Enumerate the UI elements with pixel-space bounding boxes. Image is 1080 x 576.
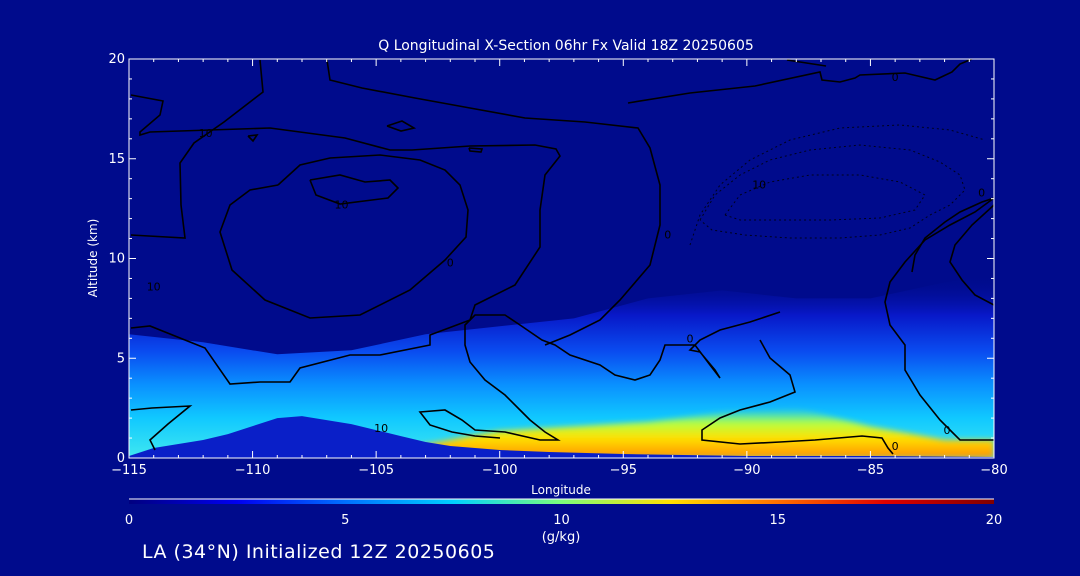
- contour-label: 10: [199, 127, 213, 140]
- dotted-contour: [689, 124, 986, 246]
- contour-line: [130, 405, 193, 451]
- contour-label: 0: [664, 229, 671, 242]
- colorbar: [129, 499, 994, 504]
- contour-labels: 10 10 10 0 0 0 10 0 0 10 0 0: [147, 71, 985, 453]
- x-tick-label: −95: [610, 463, 637, 478]
- contour-line: [949, 204, 994, 306]
- contour-label: 10: [147, 280, 161, 293]
- colorbar-ticks: 0 5 10 15 20: [125, 513, 1002, 528]
- terrain: [129, 416, 994, 458]
- footer-caption: LA (34°N) Initialized 12Z 20250605: [142, 541, 496, 563]
- colorbar-tick-label: 5: [341, 513, 349, 528]
- contour-line: [468, 147, 484, 153]
- x-axis-label: Longitude: [531, 483, 591, 497]
- contour-label: 0: [892, 440, 899, 453]
- y-tick-label: 0: [117, 451, 125, 466]
- colorbar-tick-label: 10: [553, 513, 570, 528]
- y-tick-label: 5: [117, 351, 125, 366]
- contour-line: [130, 94, 561, 385]
- contour-label: 10: [374, 422, 388, 435]
- contour-line: [386, 120, 417, 132]
- contour-label: 10: [752, 179, 766, 192]
- plot-area: 10 10 10 0 0 0 10 0 0 10 0 0: [129, 59, 994, 458]
- colorbar-tick-label: 15: [769, 513, 786, 528]
- contour-line: [219, 154, 469, 319]
- contour-line: [786, 59, 827, 67]
- x-tick-label: −100: [482, 463, 518, 478]
- x-tick-label: −110: [235, 463, 271, 478]
- x-axis: −115 −110 −105 −100 −95 −90 −85 −80: [111, 59, 1008, 478]
- colorbar-tick-label: 20: [986, 513, 1003, 528]
- dotted-contour: [699, 144, 966, 239]
- chart-title: Q Longitudinal X-Section 06hr Fx Valid 1…: [378, 38, 754, 54]
- contour-label: 0: [447, 257, 454, 270]
- contour-line: [326, 59, 661, 346]
- contour-line: [418, 311, 781, 441]
- y-tick-label: 20: [108, 52, 125, 67]
- y-axis-label: Altitude (km): [86, 219, 100, 298]
- moist-boundary-layer: [129, 408, 994, 458]
- x-tick-label: −115: [111, 463, 147, 478]
- contour-line: [247, 134, 259, 143]
- colorbar-tick-label: 0: [125, 513, 133, 528]
- contour-label: 0: [978, 187, 985, 200]
- x-tick-label: −85: [857, 463, 884, 478]
- dotted-contour: [724, 174, 926, 221]
- contour-line: [884, 197, 994, 441]
- contour-line: [701, 339, 894, 455]
- x-tick-label: −90: [733, 463, 760, 478]
- contour-label: 0: [687, 332, 694, 345]
- colorbar-label: (g/kg): [542, 530, 581, 545]
- x-tick-label: −105: [358, 463, 394, 478]
- contour-line: [911, 197, 994, 273]
- contour-line: [130, 59, 264, 239]
- contour-label: 0: [892, 71, 899, 84]
- contour-lines: [130, 59, 994, 455]
- contour-line: [627, 59, 973, 104]
- y-tick-label: 10: [108, 252, 125, 267]
- y-axis: 0 5 10 15 20: [108, 52, 994, 466]
- contour-line: [309, 174, 400, 205]
- y-tick-label: 15: [108, 152, 125, 167]
- dotted-contours: [689, 124, 986, 246]
- x-tick-label: −80: [980, 463, 1007, 478]
- contour-label: 0: [944, 424, 951, 437]
- contour-label: 10: [335, 199, 349, 212]
